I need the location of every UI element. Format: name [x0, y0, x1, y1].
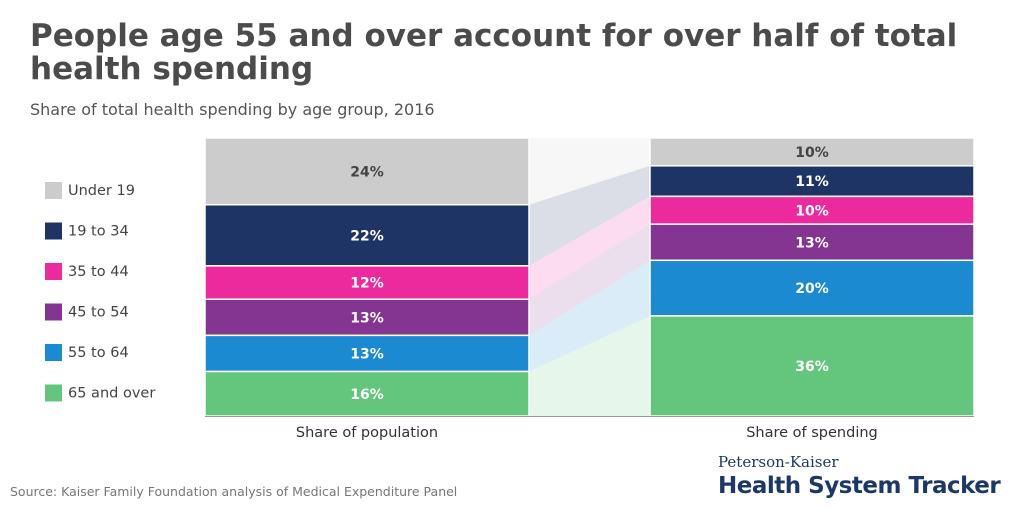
legend-swatch-19-to-34 — [45, 222, 62, 240]
data-label: 24% — [350, 164, 384, 180]
band-under-19 — [529, 138, 650, 205]
data-label: 10% — [795, 145, 829, 161]
legend-label-under-19: Under 19 — [68, 183, 135, 199]
brand-logo: Peterson-Kaiser Health System Tracker — [718, 453, 1001, 501]
data-label: 11% — [795, 174, 829, 190]
legend-label-35-to-44: 35 to 44 — [68, 264, 129, 280]
legend-swatch-55-to-64 — [45, 344, 62, 361]
band-45-to-54 — [529, 224, 650, 336]
chart-title: People age 55 and over account for over … — [30, 18, 958, 87]
bar-segment-share-of-spending-35-to-44 — [649, 195, 975, 225]
source-note: Source: Kaiser Family Foundation analysi… — [10, 484, 458, 499]
band-65-and-over — [529, 315, 650, 416]
data-label: 13% — [795, 235, 829, 251]
brand-top-text: Peterson-Kaiser — [718, 453, 839, 471]
data-label: 22% — [350, 228, 384, 244]
legend-swatch-65-and-over — [45, 384, 62, 402]
legend-swatch-45-to-54 — [45, 303, 62, 321]
band-55-to-64 — [529, 260, 650, 372]
chart-subtitle: Share of total health spending by age gr… — [30, 100, 435, 119]
legend-label-19-to-34: 19 to 34 — [68, 224, 129, 240]
bar-segment-share-of-spending-55-to-64 — [649, 259, 975, 317]
category-label: Share of spending — [746, 425, 878, 441]
bar-segment-share-of-spending-19-to-34 — [649, 165, 975, 198]
legend-swatch-under-19 — [45, 182, 62, 199]
data-label: 36% — [795, 359, 829, 375]
band-19-to-34 — [529, 165, 650, 266]
legend-swatch-35-to-44 — [45, 263, 62, 280]
legend-label-45-to-54: 45 to 54 — [68, 305, 129, 321]
bar-segment-share-of-spending-65-and-over — [649, 315, 975, 417]
data-label: 13% — [350, 310, 384, 326]
bar-segment-share-of-population-45-to-54 — [204, 298, 530, 337]
brand-bottom-text: Health System Tracker — [718, 473, 1001, 499]
bar-segment-share-of-population-65-and-over — [204, 370, 530, 417]
data-label: 10% — [795, 203, 829, 219]
legend-label-65-and-over: 65 and over — [68, 386, 155, 402]
data-label: 13% — [350, 346, 384, 362]
bar-segment-share-of-population-35-to-44 — [204, 265, 530, 300]
legend-label-55-to-64: 55 to 64 — [68, 345, 129, 361]
band-35-to-44 — [529, 196, 650, 300]
category-label: Share of population — [296, 425, 438, 441]
data-label: 12% — [350, 276, 384, 292]
data-label: 20% — [795, 281, 829, 297]
stacked-bar-chart: 24% 22% 12% 13% 13% 16% Share of population 10%… — [45, 137, 975, 441]
bar-segment-share-of-population-under-19 — [204, 137, 530, 206]
data-label: 16% — [350, 387, 384, 403]
bar-segment-share-of-population-55-to-64 — [204, 334, 530, 373]
